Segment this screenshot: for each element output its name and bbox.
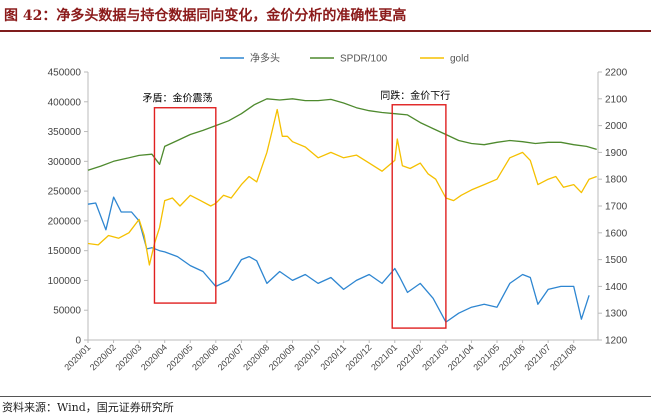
title-bar: 图 42：净多头数据与持仓数据同向变化，金价分析的准确性更高 [0,0,651,32]
x-tick-label: 2021/07 [522,342,552,372]
y-right-tick-label: 1700 [605,202,628,213]
x-tick-label: 2021/01 [369,342,399,372]
y-right-tick-label: 1300 [605,309,628,320]
annotation-box [391,104,447,329]
series-line-1 [87,196,590,323]
x-tick-label: 2020/10 [292,342,322,372]
legend-label: 净多头 [250,52,280,65]
y-left-tick-label: 50000 [53,306,81,317]
annotation-label: 矛盾：金价震荡 [142,92,212,105]
y-right-tick-label: 1800 [605,175,628,186]
series-line-2 [87,98,597,171]
series-line-3 [87,108,597,266]
annotation-label: 同跌：金价下行 [380,89,450,102]
x-tick-label: 2020/05 [165,342,195,372]
source-divider [0,396,651,397]
y-left-tick-label: 150000 [48,246,82,257]
annotation-box [153,107,217,304]
legend-label: gold [450,54,469,65]
y-right-tick-label: 1900 [605,148,628,159]
legend-label: SPDR/100 [340,54,388,65]
y-right-tick-label: 1600 [605,228,628,239]
y-right-tick-label: 1500 [605,255,628,266]
x-tick-label: 2020/08 [241,342,271,372]
y-right-tick-label: 2200 [605,68,628,79]
y-left-tick-label: 0 [75,336,81,347]
y-right-tick-label: 1400 [605,282,628,293]
x-tick-label: 2020/03 [113,342,143,372]
y-left-tick-label: 250000 [48,187,82,198]
y-left-tick-label: 100000 [48,276,82,287]
y-left-tick-label: 350000 [48,127,82,138]
x-tick-label: 2021/04 [446,342,476,372]
y-right-tick-label: 1200 [605,336,628,347]
y-left-tick-label: 450000 [48,68,82,79]
x-tick-label: 2020/09 [267,342,297,372]
x-tick-label: 2021/05 [471,342,501,372]
x-tick-label: 2020/06 [190,342,220,372]
y-left-tick-label: 300000 [48,157,82,168]
x-tick-label: 2021/06 [497,342,527,372]
x-tick-label: 2020/11 [318,342,348,372]
x-tick-label: 2021/03 [420,342,450,372]
x-tick-label: 2020/02 [88,342,118,372]
x-tick-label: 2020/04 [139,342,169,372]
x-tick-label: 2020/01 [62,342,92,372]
page-title: 图 42：净多头数据与持仓数据同向变化，金价分析的准确性更高 [4,8,407,24]
x-tick-label: 2021/08 [548,342,578,372]
y-right-tick-label: 2100 [605,94,628,105]
y-left-tick-label: 400000 [48,97,82,108]
x-tick-label: 2020/12 [344,342,374,372]
x-tick-label: 2020/07 [216,342,246,372]
source-note: 资料来源：Wind，国元证券研究所 [2,401,174,414]
x-tick-label: 2021/02 [395,342,425,372]
y-right-tick-label: 2000 [605,121,628,132]
y-left-tick-label: 200000 [48,216,82,227]
